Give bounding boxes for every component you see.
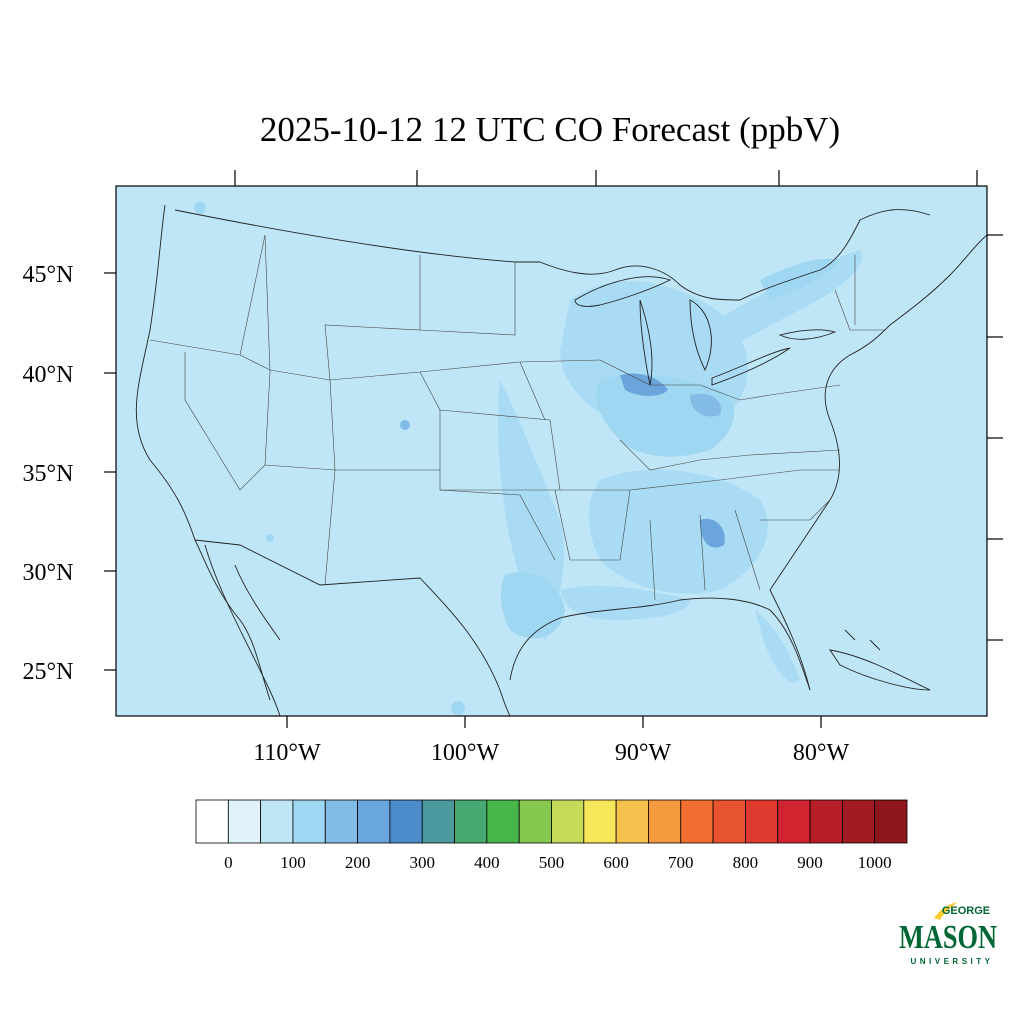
colorbar-swatch [518,799,552,844]
colorbar-tick-label: 400 [474,853,500,872]
logo-university: UNIVERSITY [910,957,993,966]
axis-ticks [104,170,1003,728]
colorbar-swatch [260,799,294,844]
colorbar-swatch [745,799,779,844]
colorbar-tick-label: 900 [797,853,823,872]
lon-label-110: 110°W [253,740,321,766]
lon-label-80: 80°W [793,740,850,766]
colorbar-swatch [648,799,682,844]
lat-label-30: 30°N [23,560,74,586]
colorbar-tick-label: 500 [539,853,565,872]
lat-label-35: 35°N [23,461,74,487]
colorbar-swatch [454,799,488,844]
co-concentration-field [194,202,862,715]
colorbar [195,799,908,844]
colorbar-swatch [680,799,714,844]
colorbar-swatch [583,799,617,844]
plot-frame [115,185,988,717]
colorbar-swatch [195,799,229,844]
george-mason-logo: GEORGE MASON UNIVERSITY [899,902,997,966]
colorbar-swatch [841,799,876,844]
colorbar-swatch [324,799,358,844]
colorbar-swatch [615,799,649,844]
colorbar-tick-label: 100 [280,853,306,872]
lat-label-25: 25°N [23,659,74,685]
lat-label-40: 40°N [23,362,74,388]
colorbar-tick-label: 0 [224,853,233,872]
colorbar-tick-label: 600 [603,853,629,872]
colorbar-swatch [486,799,520,844]
coastlines-and-borders [135,204,987,716]
map-title: 2025-10-12 12 UTC CO Forecast (ppbV) [259,110,841,149]
colorbar-swatch [389,799,423,844]
logo-george: GEORGE [942,905,990,917]
colorbar-swatch [777,799,811,844]
colorbar-tick-label: 300 [409,853,435,872]
colorbar-swatch [227,799,262,844]
colorbar-swatch [809,799,843,844]
colorbar-swatch [551,799,585,844]
colorbar-labels: 0 100 200 300 400 500 600 700 800 900 1000 [224,853,892,872]
colorbar-swatch [357,799,391,844]
colorbar-tick-label: 200 [345,853,371,872]
colorbar-tick-label: 800 [733,853,759,872]
colorbar-swatch [421,799,455,844]
colorbar-tick-label: 1000 [858,853,892,872]
colorbar-tick-label: 700 [668,853,694,872]
colorbar-swatch [712,799,746,844]
logo-mason: MASON [899,919,997,956]
lon-label-100: 100°W [431,740,500,766]
lon-label-90: 90°W [615,740,672,766]
lat-label-45: 45°N [23,262,74,288]
colorbar-swatch [292,799,326,844]
colorbar-swatch [874,799,908,844]
